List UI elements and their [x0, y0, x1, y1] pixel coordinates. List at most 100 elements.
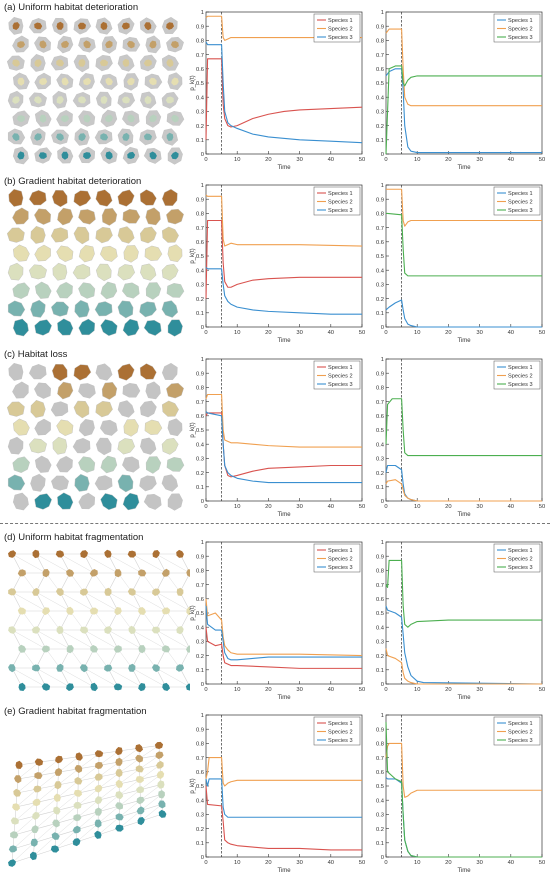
network-node	[90, 682, 98, 692]
network-node	[154, 741, 164, 749]
x-tick-label: 40	[508, 687, 514, 693]
habitat-patch	[100, 455, 118, 474]
network-node	[32, 587, 40, 596]
habitat-patch	[100, 319, 118, 337]
x-tick-label: 10	[234, 330, 240, 336]
network-edge	[11, 610, 23, 631]
x-tick-label: 0	[204, 330, 207, 336]
x-tick-label: 0	[384, 157, 387, 163]
y-tick-label: 0.8	[196, 569, 204, 575]
habitat-core	[34, 96, 42, 104]
x-tick-label: 50	[539, 860, 545, 866]
network-edge	[34, 823, 57, 843]
habitat-core	[39, 114, 47, 123]
y-tick-label: 0.3	[196, 283, 204, 289]
series-line-2	[205, 598, 363, 657]
habitat-patch	[140, 437, 157, 455]
y-tick-label: 0.8	[376, 39, 384, 45]
habitat-patch	[95, 189, 113, 207]
network-node	[176, 626, 184, 635]
network-edge	[107, 629, 119, 650]
habitat-patch	[117, 363, 135, 381]
habitat-core	[149, 151, 157, 160]
network-edge	[83, 553, 95, 574]
x-tick-label: 0	[204, 860, 207, 866]
habitat-core	[61, 151, 69, 160]
x-tick-label: 0	[204, 157, 207, 163]
y-tick-label: 1	[201, 10, 204, 16]
x-tick-label: 20	[445, 330, 451, 336]
network-edge	[155, 629, 190, 650]
x-tick-label: 10	[414, 860, 420, 866]
habitat-core	[83, 152, 92, 159]
habitat-patch	[145, 282, 162, 300]
panel-d-title: (d) Uniform habitat fragmentation	[4, 532, 144, 543]
network-node	[80, 588, 89, 596]
series-line-2	[385, 648, 542, 685]
habitat-core	[105, 40, 113, 49]
series-line-1	[205, 627, 362, 669]
y-tick-label: 0.3	[376, 457, 384, 463]
habitat-patch	[8, 188, 24, 207]
x-tick-label: 20	[445, 687, 451, 693]
habitat-patch	[51, 475, 69, 491]
y-tick-label: 0.4	[376, 625, 385, 631]
network-edge	[35, 629, 71, 650]
habitat-network-d	[8, 549, 190, 692]
x-tick-label: 20	[445, 157, 451, 163]
network-edge	[139, 774, 161, 791]
y-tick-label: 0.2	[196, 654, 204, 660]
network-edge	[14, 802, 37, 822]
legend-label: Species 2	[508, 557, 533, 563]
network-edge	[139, 754, 160, 770]
network-node	[89, 569, 98, 577]
habitat-patch	[161, 188, 178, 206]
chart-e-right: 00.10.20.30.40.50.60.70.80.910 10 20 30 40 50…	[376, 713, 545, 874]
network-edge	[155, 553, 190, 574]
network-edge	[15, 788, 38, 808]
x-axis-label: Time	[277, 512, 291, 518]
network-node	[73, 814, 82, 822]
network-edge	[107, 591, 143, 612]
habitat-patch	[12, 381, 29, 399]
habitat-patch	[30, 473, 46, 492]
y-tick-label: 0.9	[376, 371, 384, 377]
legend-label: Species 1	[328, 548, 353, 554]
network-edge	[155, 591, 190, 612]
habitat-patch	[73, 190, 92, 207]
network-edge	[77, 776, 99, 794]
network-edge	[35, 797, 58, 816]
legend-label: Species 2	[508, 200, 533, 206]
network-node	[79, 626, 89, 634]
legend-label: Species 3	[328, 382, 353, 388]
habitat-patch	[117, 474, 134, 493]
habitat-patch	[74, 299, 90, 318]
y-tick-label: 0.4	[196, 798, 205, 804]
network-node	[186, 606, 190, 616]
habitat-core	[127, 77, 135, 86]
network-node	[176, 587, 184, 596]
y-tick-label: 0.2	[196, 124, 204, 130]
network-edge	[155, 648, 167, 669]
network-edge	[59, 667, 95, 688]
habitat-core	[83, 40, 91, 49]
habitat-network-a	[6, 16, 185, 165]
network-node	[185, 683, 190, 691]
chart-b-right: 00.10.20.30.40.50.60.70.80.910 10 20 30 40 50…	[376, 183, 545, 344]
habitat-patch	[144, 419, 163, 435]
network-node	[135, 776, 144, 783]
y-tick-label: 0.7	[376, 400, 384, 406]
habitat-patch	[7, 436, 24, 455]
y-tick-label: 0.2	[376, 471, 384, 477]
network-node	[156, 760, 164, 769]
x-tick-label: 50	[539, 330, 545, 336]
habitat-patch	[78, 318, 96, 336]
network-node	[115, 747, 123, 756]
habitat-core	[17, 151, 25, 160]
y-tick-label: 0.1	[196, 841, 204, 847]
y-tick-label: 0.1	[196, 138, 204, 144]
habitat-patch	[122, 208, 141, 224]
habitat-patch	[56, 455, 73, 473]
y-tick-label: 0.3	[196, 813, 204, 819]
y-tick-label: 0.1	[196, 311, 204, 317]
